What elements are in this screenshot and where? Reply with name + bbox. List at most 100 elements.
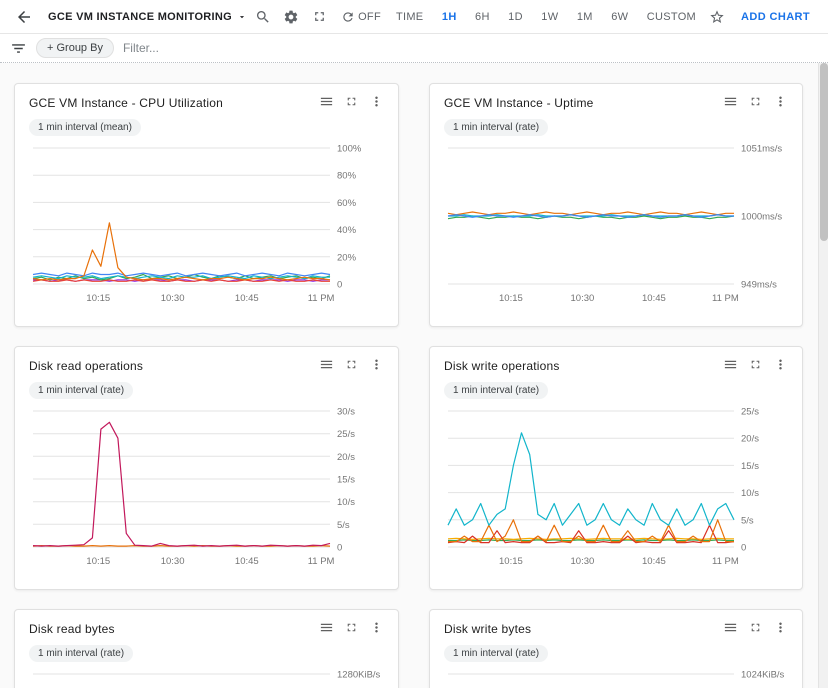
more-options-icon[interactable] xyxy=(369,357,384,372)
svg-text:10:15: 10:15 xyxy=(499,556,523,567)
more-options-icon[interactable] xyxy=(369,620,384,635)
svg-text:10/s: 10/s xyxy=(337,497,355,508)
svg-text:10:45: 10:45 xyxy=(235,293,259,304)
auto-refresh-toggle[interactable]: OFF xyxy=(333,10,389,24)
time-range-1h[interactable]: 1H xyxy=(435,7,464,27)
scrollbar-thumb[interactable] xyxy=(820,63,828,241)
svg-text:1280KiB/s: 1280KiB/s xyxy=(337,670,381,681)
svg-text:40%: 40% xyxy=(337,225,357,236)
star-icon xyxy=(709,9,725,25)
svg-text:10:45: 10:45 xyxy=(642,556,666,567)
dashboard-title-menu[interactable]: GCE VM INSTANCE MONITORING xyxy=(48,11,247,23)
chart-card-actions xyxy=(723,357,788,372)
filter-list-icon[interactable] xyxy=(10,40,27,57)
svg-text:11 PM: 11 PM xyxy=(308,293,335,304)
legend-toggle-icon[interactable] xyxy=(723,94,738,109)
add-chart-button[interactable]: ADD CHART xyxy=(733,7,818,27)
chart-title: Disk write bytes xyxy=(444,622,532,636)
time-range-1w[interactable]: 1W xyxy=(534,7,565,27)
legend-toggle-icon[interactable] xyxy=(319,620,334,635)
legend-toggle-icon[interactable] xyxy=(319,357,334,372)
svg-text:20%: 20% xyxy=(337,252,357,263)
chart-area[interactable]: 30/s 25/s 20/s 15/s 10/s 5/s 0 10:15 10:30 10:45 1… xyxy=(29,403,384,573)
chart-area[interactable]: 25/s 20/s 15/s 10/s 5/s 0 10:15 10:30 10:45 11 PM xyxy=(444,403,788,573)
chevron-down-icon xyxy=(237,12,247,22)
chart-card: Disk read bytes 1 min interval (rate) 12… xyxy=(14,609,399,688)
gear-icon xyxy=(283,9,299,25)
expand-chart-icon[interactable] xyxy=(749,358,762,371)
time-range-custom[interactable]: CUSTOM xyxy=(640,7,703,27)
dashboard-title: GCE VM INSTANCE MONITORING xyxy=(48,10,233,23)
svg-text:0: 0 xyxy=(337,280,342,291)
refresh-state-label: OFF xyxy=(358,10,381,23)
chart-card: GCE VM Instance - Uptime 1 min interval … xyxy=(429,83,803,327)
svg-text:10:15: 10:15 xyxy=(86,556,110,567)
group-by-chip[interactable]: + Group By xyxy=(36,38,114,58)
badge-row: 1 min interval (mean) xyxy=(29,110,384,136)
svg-text:10/s: 10/s xyxy=(741,488,759,499)
time-range-6w[interactable]: 6W xyxy=(604,7,635,27)
svg-text:11 PM: 11 PM xyxy=(308,556,335,567)
time-range-1m[interactable]: 1M xyxy=(570,7,600,27)
chart-card: Disk write operations 1 min interval (ra… xyxy=(429,346,803,590)
svg-text:1024KiB/s: 1024KiB/s xyxy=(741,670,785,681)
legend-toggle-icon[interactable] xyxy=(723,357,738,372)
chart-area[interactable]: 100% 80% 60% 40% 20% 0 10:15 10:30 10:45 11 PM xyxy=(29,140,384,310)
search-button[interactable] xyxy=(249,4,277,30)
more-options-icon[interactable] xyxy=(773,357,788,372)
svg-text:11 PM: 11 PM xyxy=(712,293,739,304)
svg-text:60%: 60% xyxy=(337,198,357,209)
badge-row: 1 min interval (rate) xyxy=(29,636,384,662)
time-range-time[interactable]: TIME xyxy=(389,7,430,27)
chart-card: Disk read operations 1 min interval (rat… xyxy=(14,346,399,590)
expand-chart-icon[interactable] xyxy=(749,621,762,634)
svg-text:1000ms/s: 1000ms/s xyxy=(741,212,782,223)
chart-title: Disk read bytes xyxy=(29,622,115,636)
app-header: GCE VM INSTANCE MONITORING OFF xyxy=(0,0,828,34)
chart-card-header: GCE VM Instance - CPU Utilization xyxy=(29,94,384,110)
svg-text:30/s: 30/s xyxy=(337,407,355,418)
badge-row: 1 min interval (rate) xyxy=(29,373,384,399)
chart-card-header: Disk read operations xyxy=(29,357,384,373)
svg-text:20/s: 20/s xyxy=(741,434,759,445)
expand-chart-icon[interactable] xyxy=(345,95,358,108)
more-options-icon[interactable] xyxy=(369,94,384,109)
interval-badge: 1 min interval (rate) xyxy=(444,645,549,662)
refresh-icon xyxy=(341,10,355,24)
chart-card-header: GCE VM Instance - Uptime xyxy=(444,94,788,110)
chart-card-actions xyxy=(723,94,788,109)
back-arrow-icon xyxy=(15,8,33,26)
chart-card-header: Disk write bytes xyxy=(444,620,788,636)
chart-area[interactable]: 1051ms/s 1000ms/s 949ms/s 10:15 10:30 10:45 11… xyxy=(444,140,788,310)
svg-text:10:15: 10:15 xyxy=(499,293,523,304)
svg-text:10:30: 10:30 xyxy=(571,293,595,304)
dashboard-grid: GCE VM Instance - CPU Utilization 1 min … xyxy=(0,63,828,688)
expand-chart-icon[interactable] xyxy=(749,95,762,108)
svg-text:5/s: 5/s xyxy=(337,520,350,531)
appbar-actions: OFF TIME 1H 6H 1D 1W 1M 6W CUSTOM ADD CH… xyxy=(249,4,818,30)
chart-area[interactable]: 1280KiB/s xyxy=(29,666,384,688)
svg-text:1051ms/s: 1051ms/s xyxy=(741,144,782,155)
back-button[interactable] xyxy=(10,4,38,30)
chart-card: Disk write bytes 1 min interval (rate) 1… xyxy=(429,609,803,688)
legend-toggle-icon[interactable] xyxy=(723,620,738,635)
chart-area[interactable]: 1024KiB/s xyxy=(444,666,788,688)
search-icon xyxy=(255,9,271,25)
filter-bar: + Group By xyxy=(0,34,828,63)
filter-input[interactable] xyxy=(122,41,818,55)
chart-card-actions xyxy=(723,620,788,635)
more-options-icon[interactable] xyxy=(773,94,788,109)
svg-text:100%: 100% xyxy=(337,144,362,155)
scrollbar[interactable] xyxy=(818,63,828,688)
settings-button[interactable] xyxy=(277,4,305,30)
time-range-6h[interactable]: 6H xyxy=(468,7,497,27)
expand-chart-icon[interactable] xyxy=(345,358,358,371)
fullscreen-button[interactable] xyxy=(305,4,333,30)
svg-text:25/s: 25/s xyxy=(337,429,355,440)
star-button[interactable] xyxy=(703,4,731,30)
expand-chart-icon[interactable] xyxy=(345,621,358,634)
time-range-1d[interactable]: 1D xyxy=(501,7,530,27)
legend-toggle-icon[interactable] xyxy=(319,94,334,109)
more-options-icon[interactable] xyxy=(773,620,788,635)
interval-badge: 1 min interval (rate) xyxy=(29,645,134,662)
